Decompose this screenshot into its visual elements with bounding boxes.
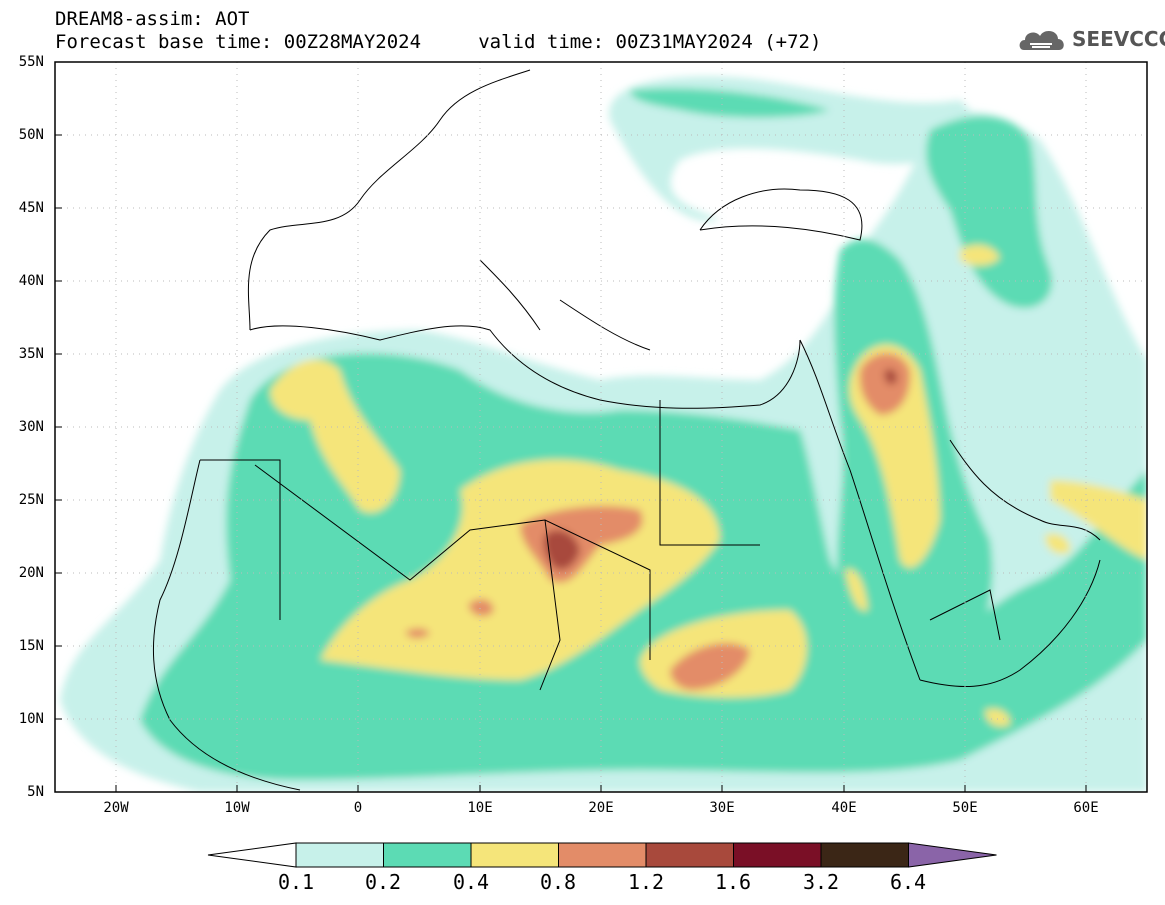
lon-label: 50E (952, 800, 978, 816)
lon-label: 0 (353, 800, 363, 816)
lon-label: 10W (224, 800, 250, 816)
lat-label: 40N (18, 273, 44, 289)
lat-label: 30N (18, 419, 44, 435)
lat-label: 25N (18, 492, 44, 508)
lat-label: 10N (18, 711, 44, 727)
lon-label: 40E (831, 800, 857, 816)
colorbar-max-triangle (908, 842, 997, 868)
colorbar-box (820, 842, 909, 868)
lat-label: 45N (18, 200, 44, 216)
colorbar-box (295, 842, 384, 868)
lat-label: 5N (27, 784, 44, 800)
colorbar-box (470, 842, 559, 868)
cloud-icon (1019, 30, 1064, 50)
colorbar-box (383, 842, 472, 868)
colorbar-label: 1.6 (714, 870, 752, 894)
colorbar-box (733, 842, 822, 868)
colorbar-label: 3.2 (802, 870, 840, 894)
colorbar-box (558, 842, 647, 868)
lat-label: 35N (18, 346, 44, 362)
colorbar-label: 0.8 (539, 870, 577, 894)
lon-label: 60E (1073, 800, 1099, 816)
lat-label: 50N (18, 127, 44, 143)
lat-label: 20N (18, 565, 44, 581)
lon-label: 20W (103, 800, 129, 816)
graticule (55, 62, 1147, 792)
brand-logo: SEEVCCC (1072, 27, 1165, 51)
coastlines (152, 69, 1101, 791)
colorbar-label: 0.1 (277, 870, 315, 894)
colorbar-label: 0.4 (452, 870, 490, 894)
lat-label: 55N (18, 54, 44, 70)
lat-label: 15N (18, 638, 44, 654)
lon-label: 30E (709, 800, 735, 816)
lon-label: 20E (588, 800, 614, 816)
map-frame (54, 61, 1148, 793)
map-title: DREAM8-assim: AOT (55, 8, 250, 30)
colorbar-label: 1.2 (627, 870, 665, 894)
colorbar-label: 6.4 (889, 870, 927, 894)
colorbar-box (645, 842, 734, 868)
lon-label: 10E (467, 800, 493, 816)
forecast-time-subtitle: Forecast base time: 00Z28MAY2024 valid t… (55, 31, 822, 53)
colorbar-label: 0.2 (364, 870, 402, 894)
axis-ticks (55, 134, 1087, 792)
colorbar-min-triangle (207, 842, 297, 868)
